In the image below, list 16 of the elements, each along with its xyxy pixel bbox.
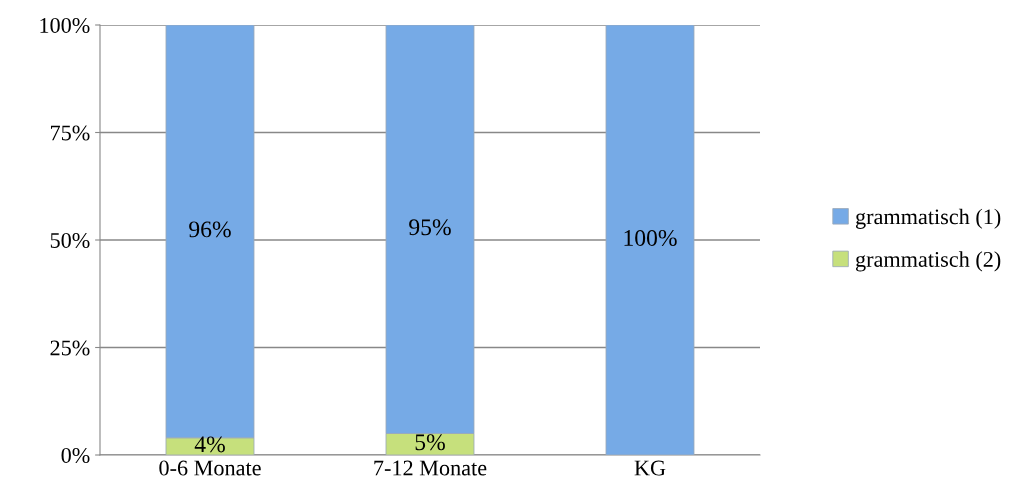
y-tick-label: 75% xyxy=(51,125,90,141)
data-label: 95% xyxy=(409,219,451,236)
data-label: 100% xyxy=(624,229,677,246)
data-label: 4% xyxy=(194,436,225,453)
x-tick-label: KG xyxy=(634,460,666,476)
bar xyxy=(605,25,695,455)
legend-label: grammatisch (1) xyxy=(855,208,1001,229)
legend-label: grammatisch (2) xyxy=(855,251,1001,272)
y-tick-label: 0% xyxy=(61,447,90,463)
x-tick-label: 7-12 Monate xyxy=(374,460,487,476)
y-tick-label: 100% xyxy=(40,17,90,33)
y-tick-label: 25% xyxy=(50,340,90,356)
y-tick-label: 50% xyxy=(50,232,90,248)
x-tick-label: 0-6 Monate xyxy=(159,460,261,476)
data-label: 5% xyxy=(415,434,445,451)
data-label: 96% xyxy=(189,221,231,238)
